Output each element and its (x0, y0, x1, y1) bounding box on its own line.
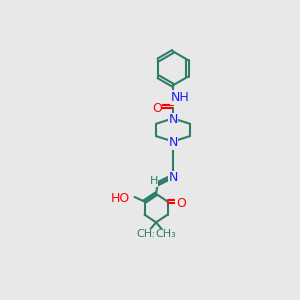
Text: O: O (176, 196, 186, 209)
Text: O: O (152, 102, 162, 115)
Text: HO: HO (111, 192, 130, 205)
Text: N: N (169, 171, 178, 184)
Text: CH₃: CH₃ (136, 229, 157, 239)
Text: N: N (168, 113, 178, 126)
Text: CH₃: CH₃ (155, 229, 176, 239)
Text: H: H (150, 176, 158, 186)
Text: NH: NH (171, 91, 189, 104)
Text: N: N (168, 136, 178, 149)
